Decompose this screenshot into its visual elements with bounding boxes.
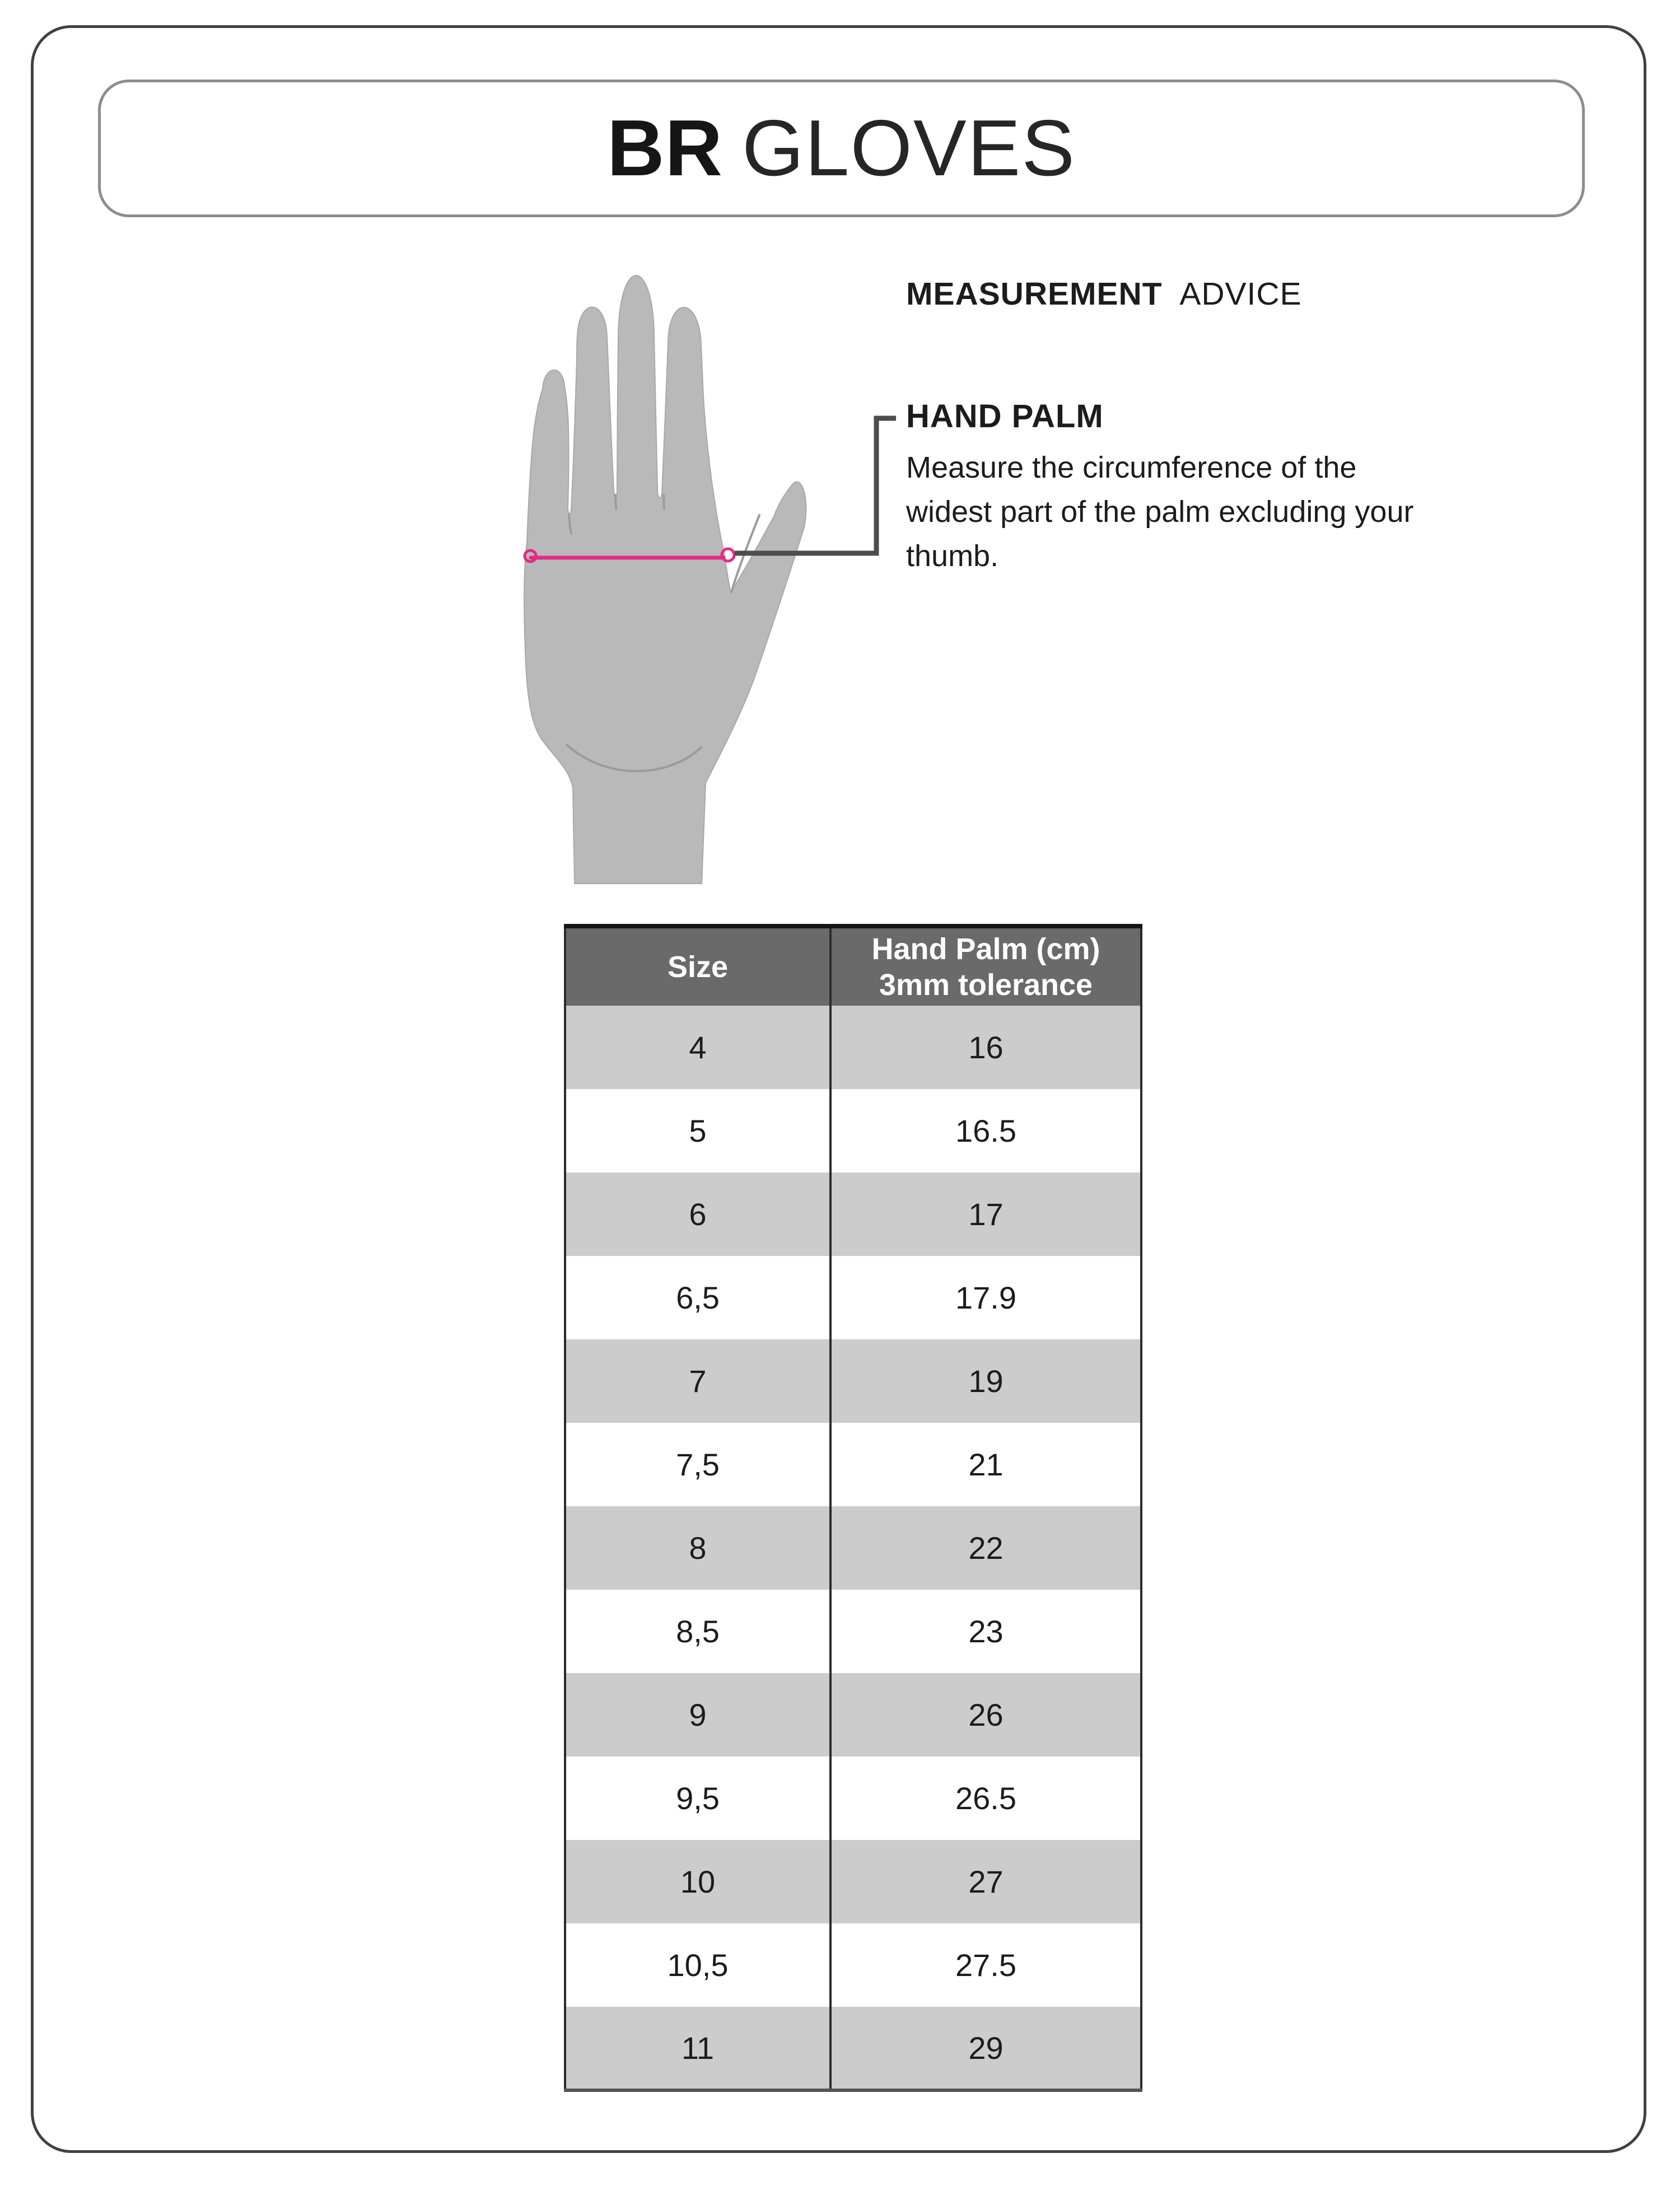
finger-crease-lines	[566, 494, 760, 773]
palm-cm-cell: 16	[829, 1006, 1141, 1089]
palm-cm-cell: 19	[829, 1339, 1141, 1423]
hand-palm-heading: HAND PALM	[906, 398, 1104, 435]
palm-cm-cell: 26	[829, 1673, 1141, 1757]
palm-cm-cell: 17.9	[829, 1256, 1141, 1339]
hand-palm-description: Measure the circumference of the widest …	[906, 446, 1413, 578]
size-cell: 7,5	[565, 1423, 830, 1506]
size-cell: 5	[565, 1089, 830, 1173]
size-cell: 10,5	[565, 1923, 830, 2007]
table-row: 4 16	[565, 1006, 1141, 1089]
table-row: 10 27	[565, 1840, 1141, 1923]
size-column-header: Size	[565, 926, 830, 1006]
size-cell: 8,5	[565, 1590, 830, 1673]
measurement-advice-heading-bold: MEASUREMENT	[906, 276, 1163, 312]
table-row: 6,5 17.9	[565, 1256, 1141, 1339]
measurement-line-end-left	[523, 549, 538, 563]
size-cell: 9,5	[565, 1757, 830, 1840]
table-row: 11 29	[565, 2007, 1141, 2090]
palm-column-header: Hand Palm (cm) 3mm tolerance	[829, 926, 1141, 1006]
size-table: Size Hand Palm (cm) 3mm tolerance 4 16 5 16…	[564, 924, 1142, 2092]
hand-palm-description-line3: thumb.	[906, 539, 999, 573]
page-border	[31, 25, 1646, 2153]
measurement-line-end-right	[720, 547, 736, 563]
palm-cm-cell: 29	[829, 2007, 1141, 2090]
hand-palm-description-line2: widest part of the palm excluding your	[906, 495, 1414, 529]
table-row: 7,5 21	[565, 1423, 1141, 1506]
size-cell: 10	[565, 1840, 830, 1923]
palm-cm-cell: 17	[829, 1173, 1141, 1256]
palm-cm-cell: 16.5	[829, 1089, 1141, 1173]
title-box: BR GLOVES	[98, 80, 1585, 217]
table-row: 7 19	[565, 1339, 1141, 1423]
hand-silhouette-icon	[524, 275, 807, 884]
table-row: 5 16.5	[565, 1089, 1141, 1173]
size-cell: 7	[565, 1339, 830, 1423]
palm-cm-cell: 26.5	[829, 1757, 1141, 1840]
palm-cm-cell: 23	[829, 1590, 1141, 1673]
palm-cm-cell: 27.5	[829, 1923, 1141, 2007]
palm-column-header-line1: Hand Palm (cm)	[871, 932, 1100, 966]
hand-measurement-diagram	[523, 275, 896, 884]
table-row: 6 17	[565, 1173, 1141, 1256]
size-table-body: 4 16 5 16.5 6 17 6,5 17.9 7 19 7,5 21 8 22 8,5 23 9 26 9,5…	[565, 1006, 1141, 2090]
table-row: 9,5 26.5	[565, 1757, 1141, 1840]
size-table-header-row: Size Hand Palm (cm) 3mm tolerance	[565, 926, 1141, 1006]
size-cell: 6,5	[565, 1256, 830, 1339]
palm-cm-cell: 21	[829, 1423, 1141, 1506]
palm-cm-cell: 27	[829, 1840, 1141, 1923]
palm-cm-cell: 22	[829, 1506, 1141, 1590]
brand-name: BR	[606, 104, 724, 193]
table-row: 8,5 23	[565, 1590, 1141, 1673]
hand-palm-description-line1: Measure the circumference of the	[906, 451, 1357, 484]
size-cell: 9	[565, 1673, 830, 1757]
size-cell: 4	[565, 1006, 830, 1089]
size-cell: 6	[565, 1173, 830, 1256]
product-name: GLOVES	[742, 104, 1076, 193]
table-row: 9 26	[565, 1673, 1141, 1757]
size-cell: 8	[565, 1506, 830, 1590]
measurement-advice-heading-regular: ADVICE	[1179, 276, 1302, 312]
measurement-advice-heading: MEASUREMENT ADVICE	[906, 275, 1302, 312]
table-row: 10,5 27.5	[565, 1923, 1141, 2007]
annotation-connector-line	[735, 415, 896, 556]
table-row: 8 22	[565, 1506, 1141, 1590]
palm-column-header-line2: 3mm tolerance	[879, 968, 1093, 1002]
size-cell: 11	[565, 2007, 830, 2090]
